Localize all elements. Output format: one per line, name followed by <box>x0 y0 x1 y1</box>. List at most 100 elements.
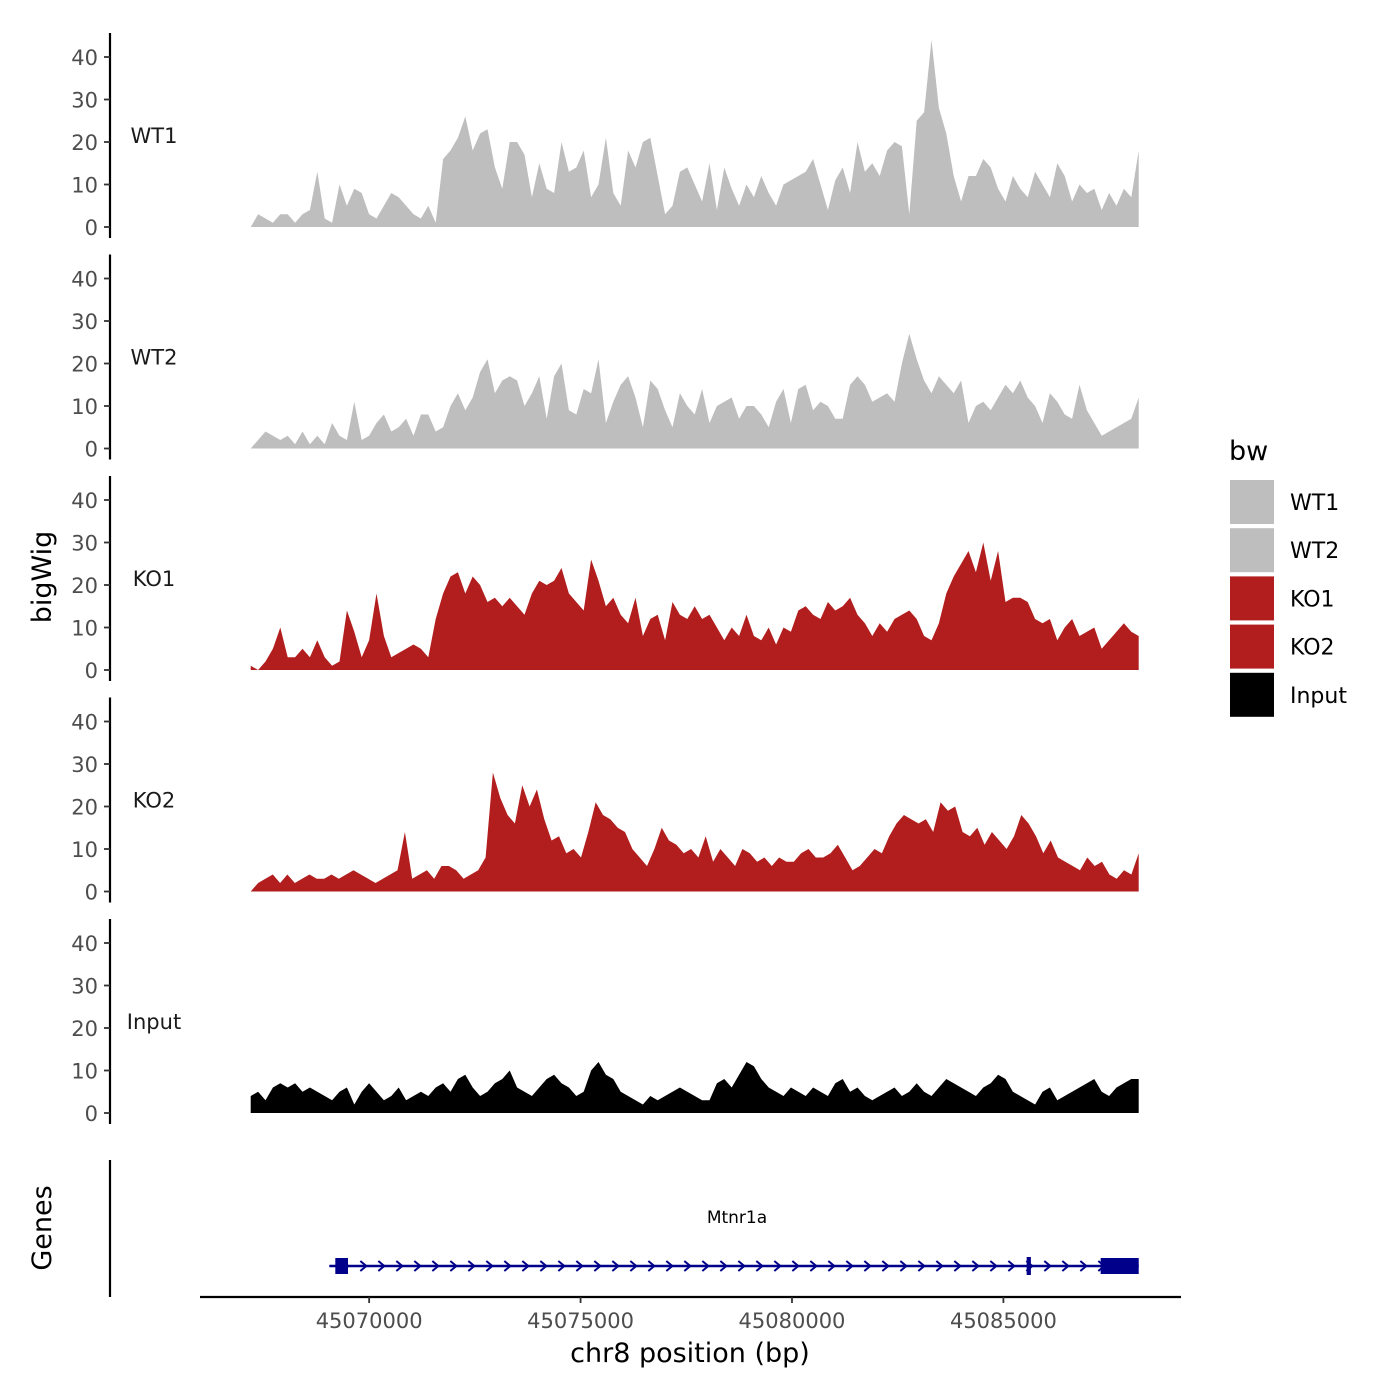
series-area-wt2 <box>250 333 1139 449</box>
tracks-group: 0 10 20 30 40 WT1 0 10 20 30 40 WT2 0 10 20 30 40 KO1 0 10 2… <box>71 33 1139 1126</box>
strand-chevron <box>575 1260 584 1272</box>
track-panel-ko2: 0 10 20 30 40 KO2 <box>71 697 1139 905</box>
legend-swatch-input <box>1230 672 1274 717</box>
track-label-ko1: KO1 <box>133 567 176 591</box>
legend-label-ko2: KO2 <box>1290 636 1335 661</box>
legend-label-input: Input <box>1290 684 1347 709</box>
legend-swatch-wt2 <box>1230 528 1274 573</box>
x-tick-label: 45070000 <box>316 1309 423 1333</box>
track-panel-wt2: 0 10 20 30 40 WT2 <box>71 254 1139 462</box>
y-tick-label: 0 <box>85 438 98 462</box>
strand-chevron <box>791 1260 800 1272</box>
strand-chevron <box>845 1260 854 1272</box>
strand-chevron <box>485 1260 494 1272</box>
y-axis-title: bigWig <box>27 531 58 624</box>
y-tick-label: 40 <box>71 268 98 292</box>
legend-title: bw <box>1229 436 1268 467</box>
strand-chevron <box>1079 1260 1088 1272</box>
x-tick-label: 45075000 <box>527 1309 634 1333</box>
strand-chevron <box>881 1260 890 1272</box>
strand-chevron <box>809 1260 818 1272</box>
strand-chevron <box>755 1260 764 1272</box>
legend-label-wt1: WT1 <box>1290 491 1339 516</box>
strand-chevron <box>1043 1260 1052 1272</box>
y-tick-label: 40 <box>71 489 98 513</box>
y-tick-label: 20 <box>71 353 98 377</box>
gene-exon <box>1100 1258 1139 1274</box>
track-label-wt2: WT2 <box>131 346 178 370</box>
y-tick-label: 0 <box>85 659 98 683</box>
y-tick-label: 20 <box>71 796 98 820</box>
strand-chevron <box>899 1260 908 1272</box>
strand-chevron <box>629 1260 638 1272</box>
strand-chevron <box>989 1260 998 1272</box>
strand-chevron <box>737 1260 746 1272</box>
y-tick-label: 10 <box>71 617 98 641</box>
y-tick-label: 30 <box>71 89 98 113</box>
legend-swatch-ko2 <box>1230 624 1274 669</box>
strand-chevron <box>647 1260 656 1272</box>
strand-chevron <box>557 1260 566 1272</box>
track-label-wt1: WT1 <box>131 124 178 148</box>
y-tick-label: 10 <box>71 838 98 862</box>
strand-chevron <box>1007 1260 1016 1272</box>
series-area-input <box>250 1062 1139 1113</box>
series-area-ko1 <box>250 542 1139 670</box>
strand-chevron <box>611 1260 620 1272</box>
strand-chevron <box>701 1260 710 1272</box>
gene-exon <box>335 1258 348 1274</box>
strand-chevron <box>521 1260 530 1272</box>
strand-chevron <box>863 1260 872 1272</box>
strand-chevron <box>1061 1260 1070 1272</box>
y-tick-label: 30 <box>71 975 98 999</box>
track-label-ko2: KO2 <box>133 789 176 813</box>
gene-exon <box>1026 1257 1031 1275</box>
strand-chevron <box>431 1260 440 1272</box>
strand-chevron <box>827 1260 836 1272</box>
strand-chevron <box>539 1260 548 1272</box>
x-axis: 45070000 45075000 45080000 45085000 <box>200 1295 1181 1333</box>
strand-chevron <box>683 1260 692 1272</box>
strand-chevron <box>593 1260 602 1272</box>
y-tick-label: 0 <box>85 1102 98 1126</box>
strand-chevron <box>395 1260 404 1272</box>
y-tick-label: 40 <box>71 711 98 735</box>
track-panel-ko1: 0 10 20 30 40 KO1 <box>71 476 1139 683</box>
legend-swatch-ko1 <box>1230 576 1274 621</box>
x-axis-title: chr8 position (bp) <box>570 1338 810 1369</box>
strand-chevron <box>665 1260 674 1272</box>
genes-axis-title: Genes <box>27 1185 58 1270</box>
x-tick-label: 45085000 <box>950 1309 1057 1333</box>
series-area-wt1 <box>250 40 1139 227</box>
strand-chevron <box>917 1260 926 1272</box>
legend-label-ko1: KO1 <box>1290 587 1335 612</box>
strand-chevron <box>971 1260 980 1272</box>
track-panel-wt1: 0 10 20 30 40 WT1 <box>71 33 1139 240</box>
strand-chevron <box>719 1260 728 1272</box>
y-tick-label: 20 <box>71 574 98 598</box>
y-tick-label: 30 <box>71 753 98 777</box>
strand-chevron <box>935 1260 944 1272</box>
strand-chevron <box>953 1260 962 1272</box>
strand-chevron <box>413 1260 422 1272</box>
track-panel-input: 0 10 20 30 40 Input <box>71 919 1139 1126</box>
legend: bw WT1 WT2 KO1 KO2 Input <box>1229 436 1347 717</box>
y-tick-label: 20 <box>71 131 98 155</box>
x-tick-label: 45080000 <box>739 1309 846 1333</box>
strand-chevron <box>773 1260 782 1272</box>
y-tick-label: 30 <box>71 310 98 334</box>
legend-swatch-wt1 <box>1230 480 1274 524</box>
strand-chevron <box>359 1260 368 1272</box>
strand-chevron <box>449 1260 458 1272</box>
series-area-ko2 <box>250 772 1139 892</box>
strand-chevron <box>377 1260 386 1272</box>
y-tick-label: 20 <box>71 1017 98 1041</box>
gene-label: Mtnr1a <box>707 1208 767 1228</box>
y-tick-label: 10 <box>71 174 98 198</box>
track-label-input: Input <box>127 1010 181 1034</box>
y-tick-label: 40 <box>71 932 98 956</box>
y-tick-label: 40 <box>71 46 98 70</box>
strand-chevron <box>503 1260 512 1272</box>
legend-label-wt2: WT2 <box>1290 539 1339 564</box>
